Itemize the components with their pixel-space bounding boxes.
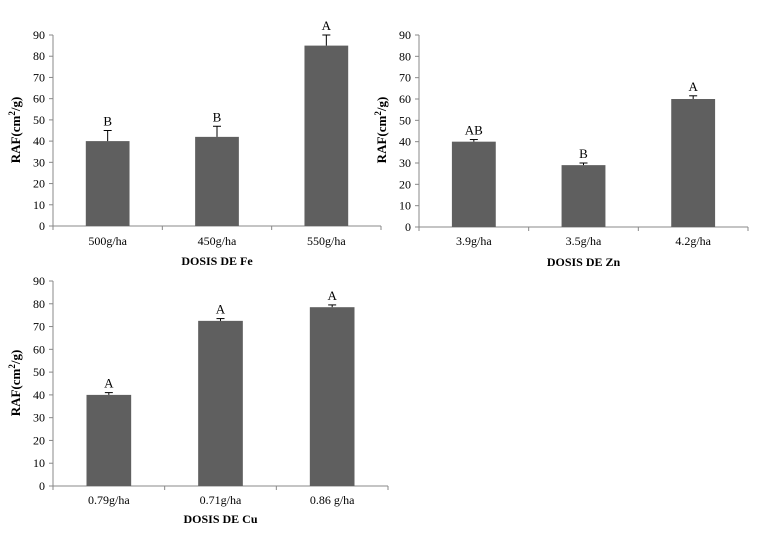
bar bbox=[309, 307, 355, 486]
chart-panel-1: 0 10 20 30 40 50 60 70 80 90 AB 3.9g/ha B 3.5g/ha A 4.2… bbox=[373, 28, 749, 269]
y-tick-label: 20 bbox=[33, 177, 45, 191]
y-tick-label: 90 bbox=[399, 28, 411, 42]
y-tick-label: 50 bbox=[33, 365, 45, 379]
x-tick-label: 3.5g/ha bbox=[566, 234, 602, 248]
y-tick-label: 40 bbox=[399, 135, 411, 149]
y-tick-label: 60 bbox=[399, 92, 411, 106]
y-tick-label: 40 bbox=[33, 134, 45, 148]
x-tick-label: 0.86 g/ha bbox=[310, 493, 355, 507]
y-tick-label: 80 bbox=[33, 297, 45, 311]
bar bbox=[304, 45, 349, 226]
significance-label: A bbox=[322, 18, 332, 33]
x-axis-title: DOSIS DE Zn bbox=[547, 255, 621, 269]
x-tick-label: 3.9g/ha bbox=[456, 234, 492, 248]
bar bbox=[85, 141, 130, 226]
significance-label: A bbox=[216, 302, 226, 317]
significance-label: B bbox=[579, 146, 588, 161]
y-tick-label: 30 bbox=[33, 155, 45, 169]
bar bbox=[671, 99, 716, 227]
bar bbox=[451, 141, 496, 227]
x-tick-label: 550g/ha bbox=[307, 234, 346, 248]
y-tick-label: 0 bbox=[405, 220, 411, 234]
bar bbox=[195, 136, 239, 226]
significance-label: A bbox=[688, 79, 698, 94]
significance-label: A bbox=[104, 376, 114, 391]
bar bbox=[561, 165, 606, 227]
y-tick-label: 70 bbox=[399, 71, 411, 85]
y-tick-label: 10 bbox=[33, 456, 45, 470]
y-tick-label: 80 bbox=[399, 49, 411, 63]
x-tick-label: 450g/ha bbox=[198, 234, 237, 248]
y-tick-label: 90 bbox=[33, 28, 45, 42]
y-tick-label: 70 bbox=[33, 70, 45, 84]
bar bbox=[198, 320, 243, 486]
y-tick-label: 0 bbox=[39, 479, 45, 493]
x-axis-title: DOSIS DE Fe bbox=[181, 254, 253, 268]
y-axis-title: RAF(cm2/g) bbox=[7, 97, 23, 164]
significance-label: AB bbox=[465, 123, 483, 138]
significance-label: B bbox=[213, 109, 222, 124]
significance-label: B bbox=[103, 114, 112, 129]
significance-label: A bbox=[327, 288, 337, 303]
bar bbox=[86, 394, 132, 486]
x-tick-label: 500g/ha bbox=[88, 234, 127, 248]
y-tick-label: 90 bbox=[33, 274, 45, 288]
chart-panel-2: 0 10 20 30 40 50 60 70 80 90 A 0.79g/ha A 0.71g/ha A 0.… bbox=[7, 274, 389, 526]
y-tick-label: 70 bbox=[33, 320, 45, 334]
x-tick-label: 0.79g/ha bbox=[88, 493, 130, 507]
y-tick-label: 20 bbox=[399, 177, 411, 191]
y-axis-title: RAF(cm2/g) bbox=[7, 350, 23, 417]
y-tick-label: 50 bbox=[33, 113, 45, 127]
x-axis-title: DOSIS DE Cu bbox=[183, 512, 257, 526]
y-tick-label: 60 bbox=[33, 92, 45, 106]
y-tick-label: 10 bbox=[33, 198, 45, 212]
y-tick-label: 30 bbox=[399, 156, 411, 170]
y-tick-label: 60 bbox=[33, 342, 45, 356]
y-tick-label: 20 bbox=[33, 433, 45, 447]
y-tick-label: 10 bbox=[399, 199, 411, 213]
x-tick-label: 4.2g/ha bbox=[675, 234, 711, 248]
y-axis-title: RAF(cm2/g) bbox=[373, 97, 389, 164]
y-tick-label: 30 bbox=[33, 411, 45, 425]
chart-panel-0: 0 10 20 30 40 50 60 70 80 90 B 500g/ha B 450g/ha A 550g… bbox=[7, 18, 382, 268]
y-tick-label: 50 bbox=[399, 113, 411, 127]
y-tick-label: 0 bbox=[39, 219, 45, 233]
y-tick-label: 40 bbox=[33, 388, 45, 402]
x-tick-label: 0.71g/ha bbox=[200, 493, 242, 507]
y-tick-label: 80 bbox=[33, 49, 45, 63]
